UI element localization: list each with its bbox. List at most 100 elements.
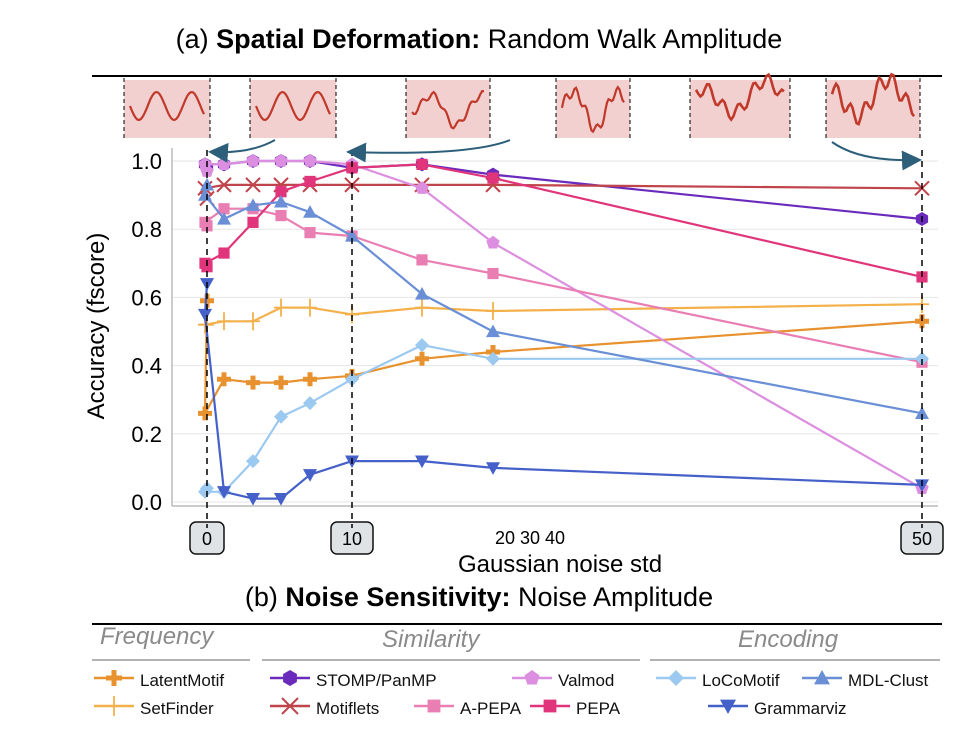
data-point-pepa [247,216,259,228]
data-point-locomotif [915,351,929,366]
bottom-title: (b) Noise Sensitivity: Noise Amplitude [0,582,958,613]
legend-entry-grammarviz: Grammarviz [706,695,847,722]
data-point-grammarviz [198,308,212,322]
deformation-arrow [346,139,511,163]
y-tick-label: 0.8 [131,217,162,242]
y-axis: 0.0 0.2 0.4 0.6 0.8 1.0 Accuracy (fscore) [83,148,938,515]
data-point-pepa [218,247,230,259]
thumbnail-background [406,80,490,138]
data-point-mdl-clust [217,211,231,225]
data-point-locomotif [198,484,212,499]
deformation-thumbnails [123,72,921,140]
thumbnail-curve [411,89,485,130]
data-point-grammarviz [274,492,288,506]
y-tick-label: 0.4 [131,354,162,379]
legend-group-similarity: Similarity [382,626,480,653]
x-tick-box [900,521,944,555]
data-point-pepa [199,257,211,269]
data-point-setfinder [486,302,500,321]
data-point-locomotif [486,351,500,366]
legend-label-mdl-clust: MDL-Clust [848,670,929,690]
top-title-rest: Random Walk Amplitude [480,24,783,54]
legend-entry-valmod: Valmod [510,667,614,694]
data-point-locomotif [345,372,359,387]
thumbnail-curve [694,72,785,122]
legend-label-motiflets: Motiflets [316,698,380,718]
data-point-latentmotif [217,372,231,387]
bottom-title-prefix: (b) [244,582,286,612]
data-point-a-pepa [275,209,287,222]
data-point-latentmotif [246,375,260,390]
x-tick-label: 0 [202,529,212,549]
x-tick-label: 50 [912,529,932,549]
data-point-mdl-clust [198,188,212,201]
legend-marker-mdl-clust [800,667,848,694]
data-point-mdl-clust [415,286,429,300]
legend-label-latentmotif: LatentMotif [140,670,225,690]
series-pepa [199,158,928,283]
data-point-grammarviz [415,455,429,469]
data-point-pepa [487,172,499,184]
deformation-thumbnail [249,78,337,140]
data-point-setfinder [217,312,231,331]
thumbnail-background [826,80,920,138]
deformation-thumbnail [689,72,791,140]
series-line-valmod [203,159,923,490]
data-point-mdl-clust [915,406,929,419]
legend-label-setfinder: SetFinder [140,698,214,718]
data-point-pepa [275,186,287,198]
data-point-setfinder [415,298,429,317]
data-point-a-pepa [218,203,230,215]
data-point-valmod [303,154,317,167]
bottom-title-rest: Noise Amplitude [510,582,714,612]
data-point-valmod [274,154,288,167]
y-tick-label: 0.0 [131,490,162,515]
data-point-pepa [346,162,358,174]
thumbnail-curve [560,85,625,134]
thumbnail-curve [830,72,916,126]
legend-label-a-pepa: A-PEPA [460,698,522,718]
data-point-mdl-clust [246,198,260,211]
series-locomotif [198,338,929,499]
data-point-grammarviz [303,469,317,482]
data-point-locomotif [246,454,260,469]
legend-marker-a-pepa [412,695,460,722]
data-point-mdl-clust [303,205,317,218]
data-point-locomotif [303,396,317,411]
data-point-locomotif [415,338,429,353]
x-tick-label: 10 [342,529,362,549]
y-tick-label: 1.0 [131,149,162,174]
legend-marker-latentmotif [92,667,140,694]
data-point-grammarviz [486,462,500,475]
series-line-locomotif [203,344,922,493]
thumbnail-curve [254,90,331,122]
data-point-mdl-clust [486,324,500,338]
legend-marker-setfinder [92,695,140,722]
legend-marker-grammarviz [706,695,754,722]
data-point-a-pepa [487,267,499,280]
data-point-a-pepa [416,254,428,266]
data-point-motiflets [245,177,261,193]
legend-marker-stomp-panmp [268,667,316,694]
y-tick-label: 0.2 [131,422,162,447]
legend-group-encoding: Encoding [738,626,839,653]
data-point-grammarviz [217,486,231,499]
series-line-pepa [203,163,923,278]
legend-entry-latentmotif: LatentMotif [92,667,224,694]
data-point-latentmotif [303,372,317,387]
x-axis: 0 10 50 20 30 40 Gaussian noise std [189,521,944,578]
legend-marker-locomotif [654,667,702,694]
y-tick-label: 0.6 [131,285,162,310]
data-point-a-pepa [304,227,316,239]
deformation-arrow [208,139,276,163]
data-point-setfinder [246,312,260,331]
data-point-mdl-clust [274,194,288,208]
data-point-setfinder [274,298,288,317]
arrows [208,139,922,171]
x-axis-label: Gaussian noise std [458,551,662,578]
data-point-valmod [415,181,429,194]
data-point-valmod [486,235,500,249]
series-line-setfinder [203,303,923,326]
data-point-motiflets [216,177,232,193]
top-title-bold: Spatial Deformation: [216,24,481,54]
